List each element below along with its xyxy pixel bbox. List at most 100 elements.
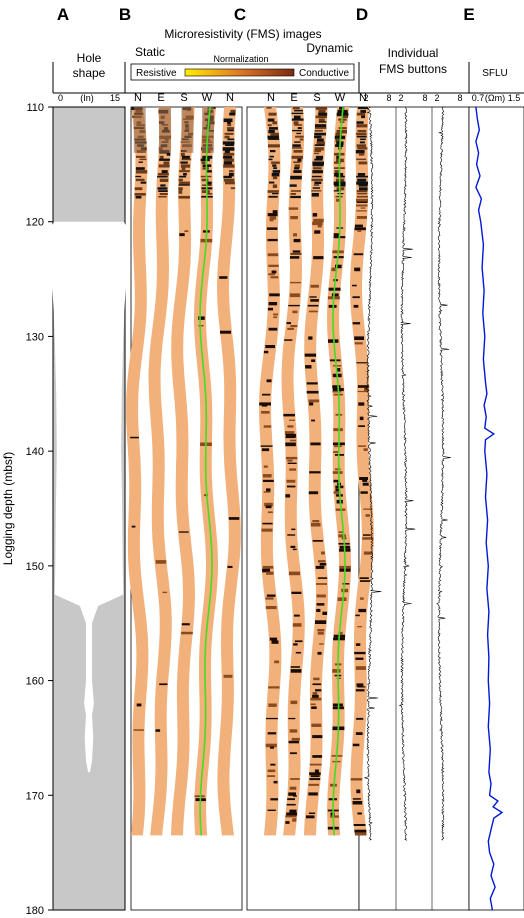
dynamic-conductive-feature (317, 629, 325, 632)
static-pad-strip (148, 107, 172, 836)
static-conductive-feature (223, 155, 233, 159)
static-conductive-feature (227, 127, 234, 131)
dynamic-conductive-feature (315, 124, 327, 128)
static-conductive-feature (198, 316, 205, 320)
dynamic-conductive-feature (310, 442, 321, 446)
dynamic-conductive-feature (271, 640, 279, 644)
dynamic-conductive-feature (265, 505, 272, 509)
dynamic-conductive-feature (268, 327, 278, 331)
static-conductive-feature (181, 631, 193, 635)
dynamic-conductive-feature (268, 686, 280, 689)
dynamic-conductive-feature (308, 399, 320, 403)
dynamic-conductive-feature (358, 184, 368, 187)
static-upper-band (133, 107, 146, 153)
depth-tick-label: 130 (26, 331, 44, 343)
hole-shape-tick-label: 15 (110, 93, 120, 103)
dynamic-conductive-feature (309, 296, 317, 298)
dynamic-conductive-feature (359, 477, 368, 480)
dynamic-conductive-feature (309, 772, 321, 776)
dynamic-conductive-feature (288, 740, 299, 744)
dynamic-conductive-feature (309, 763, 322, 766)
dynamic-conductive-feature (335, 132, 342, 136)
dynamic-conductive-feature (288, 207, 299, 210)
depth-tick-label: 150 (26, 561, 44, 573)
dynamic-conductive-feature (285, 815, 297, 818)
dynamic-conductive-feature (268, 138, 280, 140)
dynamic-pad-label-n: N (359, 92, 367, 104)
button-tick-label: 8 (386, 93, 391, 103)
dynamic-conductive-feature (311, 723, 322, 727)
dynamic-conductive-feature (332, 390, 342, 393)
dynamic-conductive-feature (294, 167, 300, 170)
dynamic-conductive-feature (336, 155, 340, 160)
dynamic-conductive-feature (294, 109, 303, 112)
dynamic-conductive-feature (305, 365, 312, 369)
dynamic-conductive-feature (292, 623, 302, 627)
dynamic-conductive-feature (287, 462, 297, 464)
static-conductive-feature (224, 150, 230, 154)
dynamic-conductive-feature (354, 829, 367, 833)
static-conductive-feature (228, 517, 240, 520)
dynamic-conductive-feature (291, 591, 302, 594)
sflu-tick-label: 0.7 (472, 93, 485, 103)
static-conductive-feature (178, 531, 189, 533)
dynamic-conductive-feature (358, 445, 366, 447)
dynamic-conductive-feature (267, 511, 273, 514)
dynamic-conductive-feature (311, 419, 315, 422)
static-conductive-feature (182, 155, 190, 160)
dynamic-conductive-feature (357, 686, 366, 688)
dynamic-conductive-feature (292, 129, 303, 132)
static-conductive-feature (178, 187, 183, 191)
dynamic-conductive-feature (312, 187, 320, 189)
dynamic-conductive-feature (285, 442, 296, 447)
dynamic-conductive-feature (268, 158, 273, 161)
button-tick-label: 2 (398, 93, 403, 103)
static-conductive-feature (159, 158, 170, 161)
static-conductive-feature (159, 155, 164, 159)
dynamic-conductive-feature (270, 276, 279, 279)
dynamic-conductive-feature (362, 479, 368, 482)
fms-button-trace (436, 106, 451, 841)
dynamic-conductive-feature (313, 256, 324, 260)
dynamic-conductive-feature (308, 783, 319, 786)
dynamic-conductive-feature (317, 577, 328, 579)
dynamic-conductive-feature (294, 614, 300, 617)
static-conductive-feature (159, 178, 169, 182)
dynamic-conductive-feature (360, 138, 366, 141)
dynamic-conductive-feature (293, 795, 297, 797)
dynamic-conductive-feature (360, 207, 366, 209)
dynamic-conductive-feature (355, 657, 364, 660)
static-conductive-feature (178, 195, 190, 199)
dynamic-conductive-feature (291, 118, 304, 121)
dynamic-conductive-feature (261, 411, 270, 414)
dynamic-conductive-feature (312, 735, 323, 739)
dynamic-conductive-feature (339, 107, 345, 110)
dynamic-conductive-feature (334, 170, 341, 174)
dynamic-conductive-feature (266, 107, 272, 109)
dynamic-conductive-feature (310, 703, 316, 706)
dynamic-conductive-feature (317, 224, 322, 228)
static-conductive-feature (230, 187, 236, 190)
static-conductive-feature (178, 184, 190, 186)
static-label: Static (135, 45, 165, 59)
dynamic-conductive-feature (288, 717, 296, 720)
dynamic-conductive-feature (357, 147, 368, 150)
dynamic-conductive-feature (293, 643, 298, 646)
dynamic-conductive-feature (317, 651, 322, 655)
dynamic-conductive-feature (355, 689, 365, 692)
dynamic-conductive-feature (289, 419, 295, 421)
dynamic-conductive-feature (267, 307, 273, 311)
static-conductive-feature (135, 170, 148, 174)
dynamic-conductive-feature (267, 238, 278, 242)
dynamic-conductive-feature (290, 193, 296, 195)
dynamic-pad-label-e: E (290, 92, 297, 104)
resistive-label: Resistive (136, 68, 177, 79)
dynamic-conductive-feature (288, 304, 300, 307)
dynamic-conductive-feature (265, 597, 274, 600)
dynamic-conductive-feature (357, 812, 362, 815)
dynamic-conductive-feature (360, 580, 371, 582)
static-conductive-feature (157, 187, 168, 190)
dynamic-conductive-feature (318, 560, 326, 563)
dynamic-conductive-feature (332, 471, 343, 474)
dynamic-conductive-feature (262, 522, 273, 525)
